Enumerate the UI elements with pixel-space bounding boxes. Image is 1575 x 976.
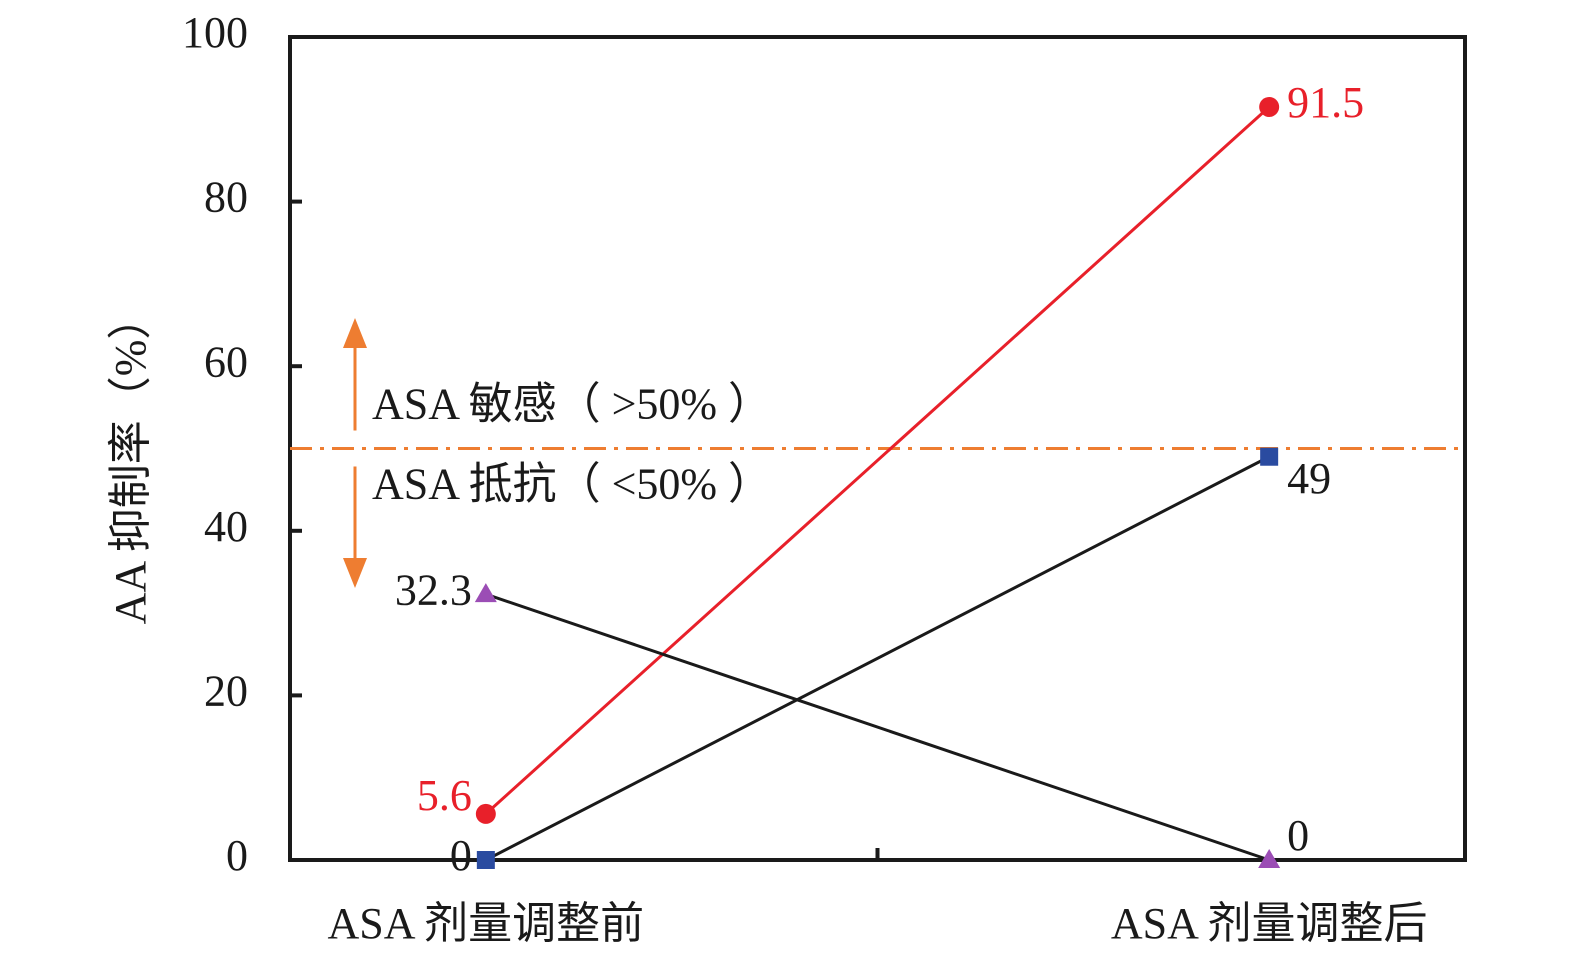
- marker: [1260, 447, 1279, 466]
- y-tick-label: 0: [226, 831, 248, 880]
- marker: [475, 803, 496, 824]
- y-tick-label: 100: [182, 8, 248, 57]
- data-label: 0: [450, 831, 472, 880]
- y-axis-label: AA 抑制率（%）: [106, 296, 155, 625]
- data-label: 49: [1287, 454, 1331, 503]
- annotation: ASA 敏感（ >50% ）: [372, 380, 772, 429]
- series-line: [485, 455, 1270, 862]
- data-label: 91.5: [1287, 78, 1364, 127]
- y-tick-label: 40: [204, 502, 248, 551]
- data-label: 32.3: [395, 565, 472, 614]
- x-tick-label: ASA 剂量调整后: [1111, 899, 1428, 948]
- y-tick-label: 20: [204, 666, 248, 715]
- marker: [1259, 96, 1280, 117]
- data-label: 5.6: [417, 771, 472, 820]
- arrow-down-head: [343, 558, 367, 588]
- series-line: [484, 105, 1271, 816]
- arrow-up-head: [343, 318, 367, 348]
- marker: [1258, 849, 1281, 868]
- y-tick-label: 80: [204, 173, 248, 222]
- y-tick-label: 60: [204, 337, 248, 386]
- series-line: [485, 592, 1270, 862]
- marker: [474, 583, 497, 603]
- marker: [476, 851, 495, 869]
- annotation: ASA 抵抗（ <50% ）: [372, 460, 772, 509]
- data-label: 0: [1287, 811, 1309, 860]
- x-tick-label: ASA 剂量调整前: [328, 899, 645, 948]
